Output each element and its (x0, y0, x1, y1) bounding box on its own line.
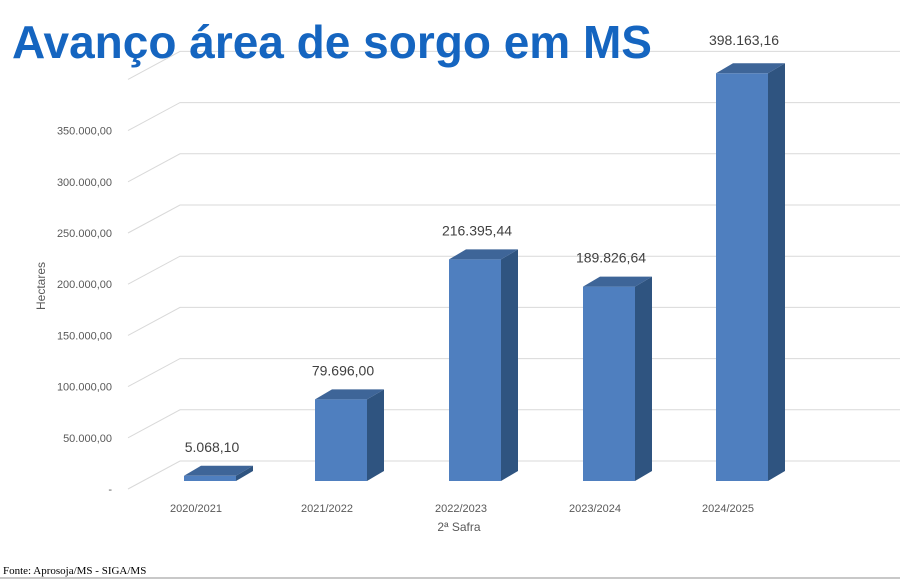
bar-front (184, 475, 236, 481)
footer-divider (0, 577, 900, 579)
bar-side (367, 389, 384, 481)
x-tick-label: 2023/2024 (569, 503, 621, 515)
bars (184, 63, 785, 482)
bar-side (236, 465, 253, 481)
y-tick-label: 50.000,00 (63, 433, 112, 445)
bar-side (501, 249, 518, 481)
bar-top (315, 389, 384, 400)
data-label: 216.395,44 (442, 222, 512, 238)
bar-top (716, 63, 785, 74)
source-note: Fonte: Aprosoja/MS - SIGA/MS (3, 565, 147, 577)
data-label: 5.068,10 (185, 439, 240, 455)
data-label: 398.163,16 (709, 32, 779, 48)
bar-top (184, 465, 253, 476)
bar-front (716, 73, 768, 482)
gridlines (127, 50, 900, 490)
y-tick-label: - (108, 484, 112, 496)
x-tick-label: 2024/2025 (702, 503, 754, 515)
y-tick-label: 200.000,00 (57, 279, 112, 291)
bar-front (583, 286, 635, 481)
y-tick-label: 250.000,00 (57, 228, 112, 240)
x-tick-label: 2020/2021 (170, 503, 222, 515)
y-tick-label: 350.000,00 (57, 126, 112, 138)
data-label: 79.696,00 (312, 362, 374, 378)
bar-side (768, 63, 785, 482)
page-title: Avanço área de sorgo em MS (12, 16, 652, 68)
x-tick-label: 2021/2022 (301, 503, 353, 515)
bar (184, 465, 253, 481)
gridline (127, 409, 900, 439)
gridline (127, 204, 900, 234)
gridline (127, 306, 900, 336)
gridline (127, 153, 900, 183)
gridline (127, 50, 900, 80)
y-tick-label: 300.000,00 (57, 177, 112, 189)
data-label: 189.826,64 (576, 250, 646, 266)
data-labels: 5.068,10 79.696,00 216.395,44 189.826,64 398… (185, 32, 779, 455)
x-axis-ticks: 2020/2021 2021/2022 2022/2023 2023/2024 2024… (170, 503, 754, 515)
bar-top (583, 276, 652, 287)
gridline (127, 102, 900, 132)
bar-front (449, 259, 501, 481)
bar (583, 276, 652, 481)
bar-top (449, 249, 518, 260)
bar-side (635, 276, 652, 481)
gridline (127, 460, 900, 490)
x-axis-label: 2ª Safra (437, 520, 480, 534)
y-axis-label: Hectares (34, 262, 48, 310)
bar (716, 63, 785, 482)
y-axis-ticks: - 50.000,00 100.000,00 150.000,00 200.000,00… (57, 126, 112, 496)
x-tick-label: 2022/2023 (435, 503, 487, 515)
bar (315, 389, 384, 481)
bar-front (315, 399, 367, 481)
y-tick-label: 150.000,00 (57, 330, 112, 342)
gridline (127, 358, 900, 388)
gridline (127, 255, 900, 285)
y-tick-label: 100.000,00 (57, 382, 112, 394)
bar (449, 249, 518, 481)
